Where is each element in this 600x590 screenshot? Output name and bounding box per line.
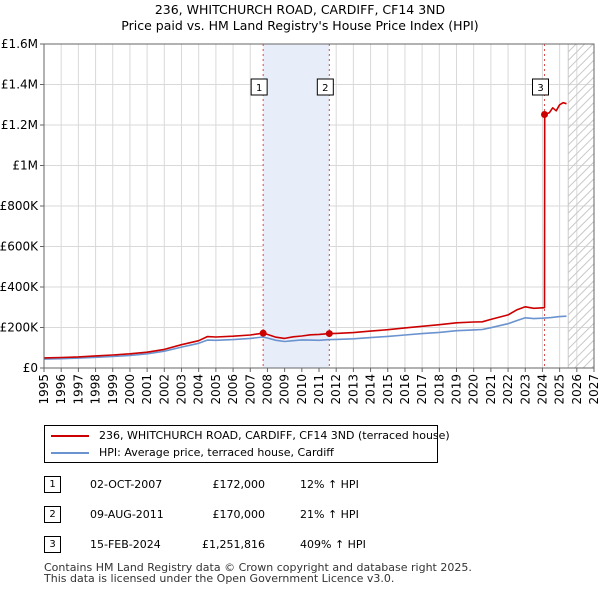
footer-license: This data is licensed under the Open Gov… <box>44 572 395 585</box>
transaction-badge: 1 <box>44 476 61 493</box>
x-tick-label: 1995 <box>37 374 51 405</box>
x-tick-label: 2014 <box>364 374 378 405</box>
transaction-price: £1,251,816 <box>202 538 265 551</box>
x-tick-label: 2013 <box>346 374 360 405</box>
sale-label-number: 2 <box>322 83 328 94</box>
x-tick-label: 2017 <box>415 374 429 405</box>
chart-subtitle: Price paid vs. HM Land Registry's House … <box>121 18 478 33</box>
chart-legend: 236, WHITCHURCH ROAD, CARDIFF, CF14 3ND … <box>44 425 450 463</box>
y-tick-label: £0 <box>23 361 38 375</box>
y-tick-label: £1.6M <box>1 37 38 51</box>
transaction-row: 2 09-AUG-2011 £170,000 21% ↑ HPI <box>0 506 600 524</box>
y-tick-label: £800K <box>0 199 39 213</box>
x-tick-label: 2003 <box>175 374 189 405</box>
legend-property-swatch <box>51 435 89 437</box>
price-chart: 236, WHITCHURCH ROAD, CARDIFF, CF14 3ND … <box>0 2 600 405</box>
future-hatch-area <box>567 43 595 369</box>
legend-property-label: 236, WHITCHURCH ROAD, CARDIFF, CF14 3ND … <box>99 429 450 442</box>
transaction-date: 15-FEB-2024 <box>90 538 161 551</box>
sale-point-marker <box>259 329 267 337</box>
sale-point-marker <box>541 111 548 119</box>
y-tick-label: £400K <box>0 280 39 294</box>
transaction-hpi-change: 409% ↑ HPI <box>300 538 366 551</box>
y-tick-label: £600K <box>0 240 39 254</box>
x-tick-label: 2004 <box>192 374 206 405</box>
x-tick-label: 2009 <box>278 374 292 405</box>
x-tick-label: 2018 <box>432 374 446 405</box>
legend-hpi-label: HPI: Average price, terraced house, Card… <box>99 446 334 459</box>
x-tick-label: 1996 <box>54 374 68 405</box>
x-tick-label: 1997 <box>71 374 85 405</box>
x-tick-label: 2007 <box>243 374 257 405</box>
x-tick-label: 2001 <box>140 374 154 405</box>
x-tick-label: 2024 <box>535 374 549 405</box>
sale-label-number: 3 <box>537 83 543 94</box>
shaded-period <box>263 44 330 368</box>
x-tick-label: 1998 <box>89 374 103 405</box>
transaction-badge: 3 <box>44 536 61 553</box>
y-tick-label: £1M <box>12 159 38 173</box>
x-tick-label: 2025 <box>553 374 567 405</box>
transaction-hpi-change: 21% ↑ HPI <box>300 508 359 521</box>
x-tick-label: 2011 <box>312 374 326 405</box>
x-tick-label: 2023 <box>518 374 532 405</box>
x-tick-label: 2026 <box>570 374 584 405</box>
footer-notice: Contains HM Land Registry data © Crown c… <box>44 562 472 584</box>
x-tick-label: 2022 <box>501 374 515 405</box>
x-tick-label: 2015 <box>381 374 395 405</box>
x-tick-label: 1999 <box>106 374 120 405</box>
transaction-badge: 2 <box>44 506 61 523</box>
x-tick-label: 2019 <box>450 374 464 405</box>
sale-label-box <box>316 78 334 96</box>
x-tick-label: 2002 <box>157 374 171 405</box>
footer-copyright: Contains HM Land Registry data © Crown c… <box>44 561 472 574</box>
x-tick-label: 2027 <box>587 374 600 405</box>
legend-hpi-swatch <box>51 452 89 454</box>
y-tick-label: £1.4M <box>1 78 38 92</box>
transaction-date: 02-OCT-2007 <box>90 478 163 491</box>
transaction-date: 09-AUG-2011 <box>90 508 164 521</box>
x-tick-label: 2020 <box>467 374 481 405</box>
transaction-price: £172,000 <box>212 478 266 491</box>
hpi-series-line <box>43 315 567 360</box>
y-tick-label: £1.2M <box>1 118 38 132</box>
x-tick-label: 2006 <box>226 374 240 405</box>
x-tick-label: 2012 <box>329 374 343 405</box>
transaction-row: 3 15-FEB-2024 £1,251,816 409% ↑ HPI <box>0 536 600 554</box>
sale-label-box <box>250 78 268 96</box>
x-tick-label: 2010 <box>295 374 309 405</box>
x-tick-label: 2008 <box>260 374 274 405</box>
transaction-row: 1 02-OCT-2007 £172,000 12% ↑ HPI <box>0 476 600 494</box>
x-tick-label: 2000 <box>123 374 137 405</box>
transaction-hpi-change: 12% ↑ HPI <box>300 478 359 491</box>
x-tick-label: 2005 <box>209 374 223 405</box>
x-tick-label: 2021 <box>484 374 498 405</box>
x-tick-label: 2016 <box>398 374 412 405</box>
sale-point-marker <box>325 330 333 338</box>
chart-title: 236, WHITCHURCH ROAD, CARDIFF, CF14 3ND <box>155 2 445 17</box>
y-tick-label: £200K <box>0 321 39 335</box>
sale-label-box <box>532 78 549 96</box>
transaction-price: £170,000 <box>212 508 266 521</box>
sale-label-number: 1 <box>256 83 262 94</box>
